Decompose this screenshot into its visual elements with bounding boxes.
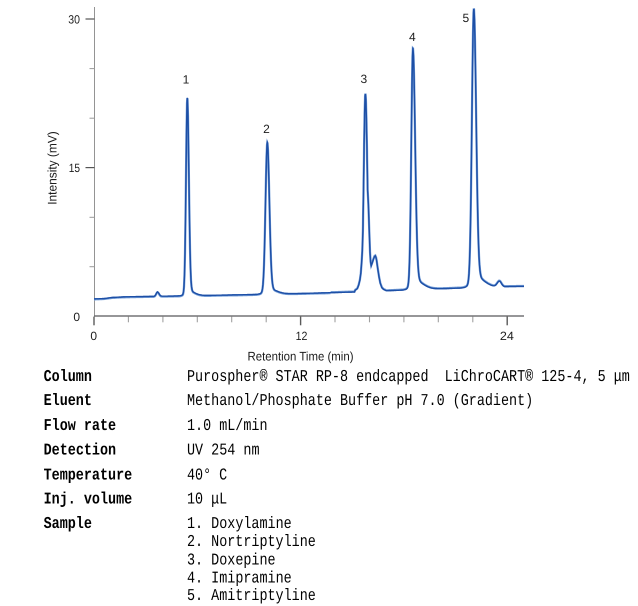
svg-text:Retention Time (min): Retention Time (min)	[248, 350, 354, 364]
svg-text:Temperature: Temperature	[44, 466, 133, 485]
svg-text:40° C: 40° C	[187, 466, 227, 485]
svg-text:15: 15	[69, 161, 81, 175]
svg-text:10 μL: 10 μL	[187, 490, 227, 509]
svg-text:30: 30	[68, 13, 80, 27]
svg-text:Flow rate: Flow rate	[44, 416, 117, 435]
svg-text:UV 254 nm: UV 254 nm	[187, 441, 260, 460]
svg-text:0: 0	[73, 310, 80, 324]
svg-text:Inj. volume: Inj. volume	[44, 490, 133, 509]
svg-text:0: 0	[90, 329, 97, 343]
svg-text:5: 5	[463, 11, 470, 25]
svg-text:Detection: Detection	[44, 441, 117, 460]
svg-text:3. Doxepine: 3. Doxepine	[187, 550, 276, 569]
svg-text:Column: Column	[44, 367, 92, 386]
svg-text:1: 1	[183, 73, 190, 87]
svg-text:4: 4	[409, 30, 416, 44]
svg-text:Methanol/Phosphate Buffer pH 7: Methanol/Phosphate Buffer pH 7.0 (Gradie…	[187, 391, 533, 410]
svg-text:Eluent: Eluent	[44, 391, 92, 410]
svg-text:4. Imipramine: 4. Imipramine	[187, 568, 292, 587]
svg-text:24: 24	[500, 329, 514, 343]
svg-text:5. Amitriptyline: 5. Amitriptyline	[187, 586, 316, 605]
svg-text:3: 3	[360, 72, 367, 86]
svg-text:Purospher® STAR RP-8 endcapped: Purospher® STAR RP-8 endcapped LiChroCAR…	[187, 367, 630, 386]
svg-text:2: 2	[263, 122, 270, 136]
svg-text:1. Doxylamine: 1. Doxylamine	[187, 514, 292, 533]
svg-text:12: 12	[296, 329, 308, 343]
svg-text:Sample: Sample	[44, 514, 92, 533]
svg-text:2. Nortriptyline: 2. Nortriptyline	[187, 532, 316, 551]
svg-text:Intensity (mV): Intensity (mV)	[45, 131, 59, 205]
svg-text:1.0 mL/min: 1.0 mL/min	[187, 416, 268, 435]
